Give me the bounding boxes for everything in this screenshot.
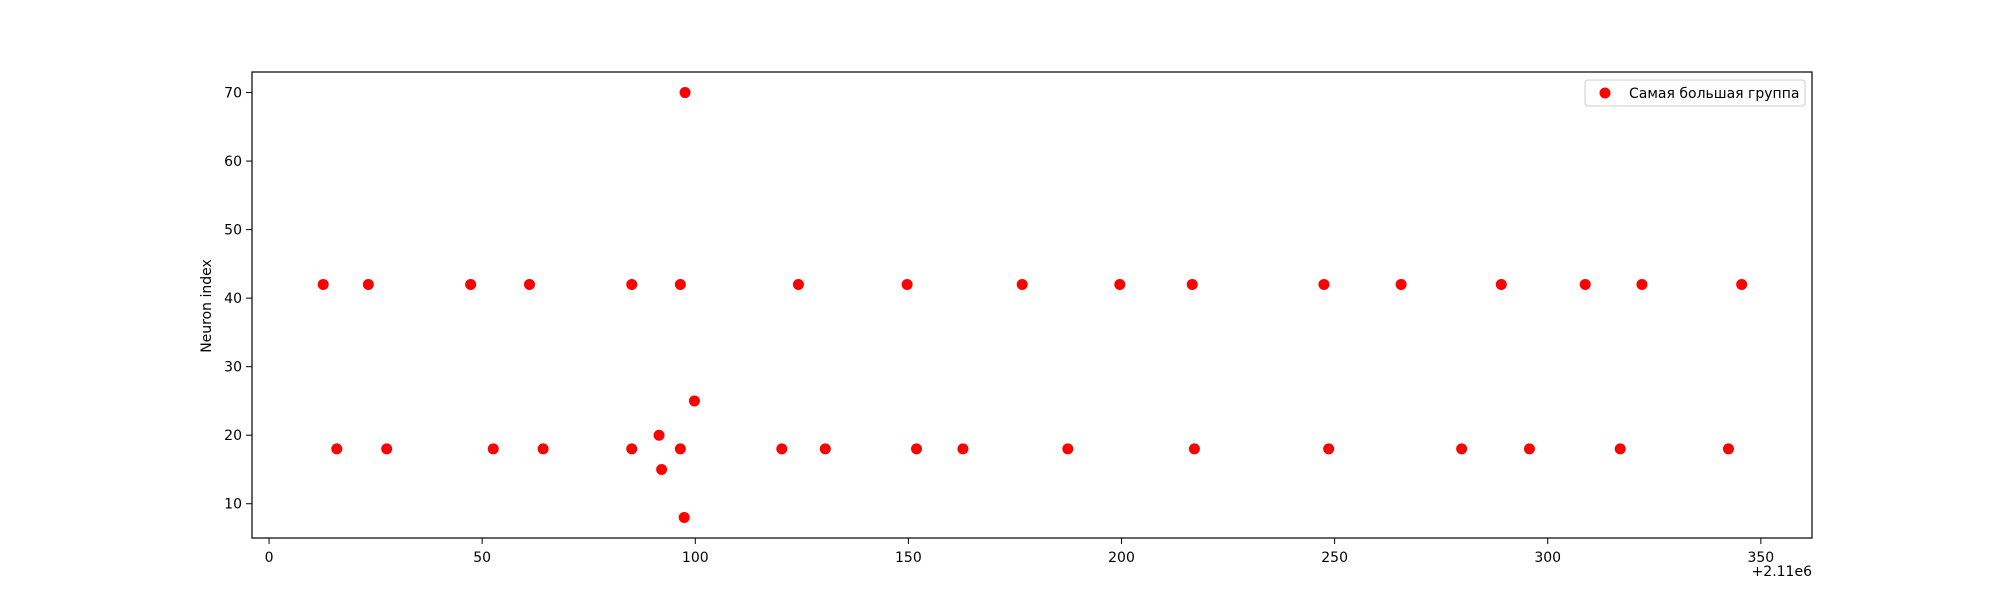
data-point (656, 463, 668, 475)
data-point (776, 443, 788, 455)
data-point (1736, 278, 1748, 290)
data-point (1114, 278, 1126, 290)
legend: Самая большая группа (1584, 79, 1806, 107)
y-tick-label: 70 (224, 86, 242, 102)
data-point (381, 443, 393, 455)
data-point (317, 278, 329, 290)
x-tick-label: 0 (265, 550, 274, 566)
data-point (674, 278, 686, 290)
plot-frame (251, 71, 1813, 539)
data-point (688, 395, 700, 407)
data-point (331, 443, 343, 455)
x-tick-label: 250 (1321, 550, 1348, 566)
x-tick-label: 150 (895, 550, 922, 566)
data-point (653, 429, 665, 441)
data-point (1636, 278, 1648, 290)
y-tick-label: 30 (224, 360, 242, 376)
data-point (1495, 278, 1507, 290)
data-point (792, 278, 804, 290)
data-point (1318, 278, 1330, 290)
x-tick-label: 200 (1108, 550, 1135, 566)
data-point (523, 278, 535, 290)
data-point (1062, 443, 1074, 455)
data-point (362, 278, 374, 290)
data-point (1186, 278, 1198, 290)
data-point (1395, 278, 1407, 290)
data-point (1523, 443, 1535, 455)
x-tick-label: 350 (1747, 550, 1774, 566)
legend-label: Самая большая группа (1629, 86, 1799, 102)
legend-box (1584, 79, 1806, 107)
data-point (674, 443, 686, 455)
x-tick-label: 300 (1534, 550, 1561, 566)
data-point (626, 278, 638, 290)
data-point (901, 278, 913, 290)
x-axis-offset-label: +2.11e6 (1752, 564, 1813, 580)
data-point (819, 443, 831, 455)
data-point (1016, 278, 1028, 290)
x-tick-label: 50 (473, 550, 491, 566)
data-point (957, 443, 969, 455)
data-point (1722, 443, 1734, 455)
data-point (1579, 278, 1591, 290)
x-tick-label: 100 (682, 550, 709, 566)
y-tick-label: 20 (224, 428, 242, 444)
y-axis-label: Neuron index (199, 259, 215, 353)
data-point (678, 511, 690, 523)
data-point (1614, 443, 1626, 455)
plot-layer: 0 50 100 150 200 250 300 350 10 20 30 40 50 60 70 Самая… (224, 71, 1813, 566)
data-point (1188, 443, 1200, 455)
data-point (1456, 443, 1468, 455)
y-tick-label: 40 (224, 291, 242, 307)
data-point (537, 443, 549, 455)
data-point (1323, 443, 1335, 455)
y-tick-label: 60 (224, 154, 242, 170)
data-point (465, 278, 477, 290)
data-point (910, 443, 922, 455)
data-point (487, 443, 499, 455)
legend-marker (1599, 87, 1611, 99)
y-tick-label: 10 (224, 497, 242, 513)
y-tick-label: 50 (224, 223, 242, 239)
data-point (679, 87, 691, 99)
data-point (626, 443, 638, 455)
